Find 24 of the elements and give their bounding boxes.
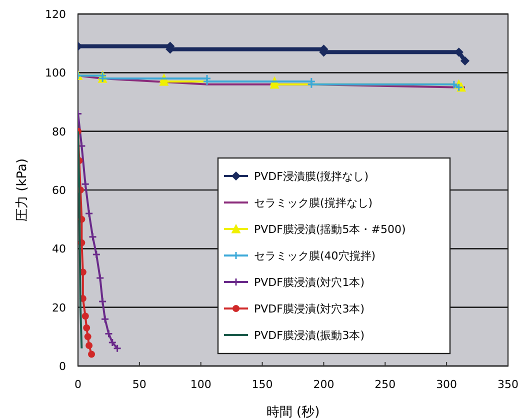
legend-label: PVDF浸漬膜(撹拌なし) [254,170,369,183]
x-tick-label: 100 [190,378,212,391]
y-tick-label: 0 [59,360,66,373]
x-tick-label: 200 [313,378,334,391]
legend-label: PVDF膜浸漬(対穴1本) [254,276,365,289]
y-tick-label: 80 [52,125,66,138]
x-tick-label: 350 [498,378,518,391]
x-tick-label: 150 [252,378,273,391]
y-tick-label: 20 [52,301,66,314]
legend-label: PVDF膜浸漬(対穴3本) [254,302,365,316]
x-tick-label: 0 [74,378,82,391]
legend-label: PVDF膜浸漬(振動3本) [254,329,365,342]
y-tick-label: 120 [45,8,66,21]
y-tick-label: 60 [52,184,66,197]
x-tick-label: 50 [132,378,146,391]
legend-label: セラミック膜(40穴撹拌) [254,250,376,262]
y-axis-title: 圧力 (kPa) [15,158,30,222]
x-tick-label: 300 [436,378,458,391]
y-tick-label: 100 [45,66,66,80]
legend-label: セラミック膜(撹拌なし) [254,196,373,210]
x-axis-title: 時間 (秒) [266,405,320,420]
x-tick-label: 250 [374,378,396,391]
legend-label: PVDF膜浸漬(揺動5本・#500) [254,223,406,236]
y-tick-label: 40 [52,242,66,256]
